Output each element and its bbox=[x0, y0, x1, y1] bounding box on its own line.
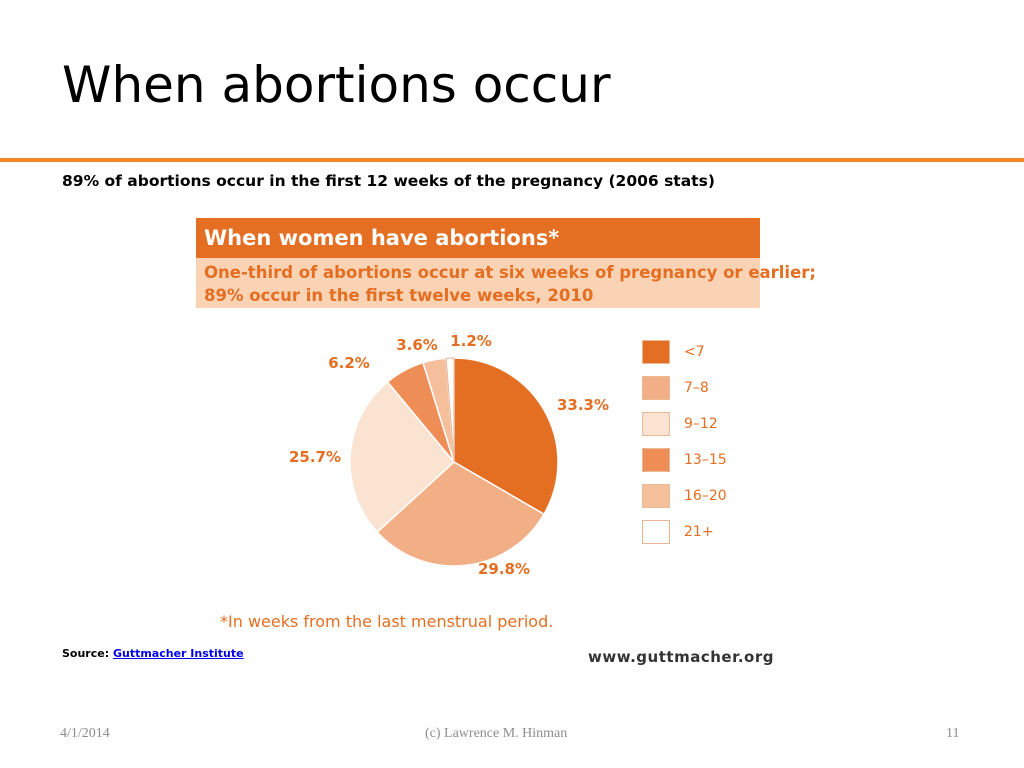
chart-footnote: *In weeks from the last menstrual period… bbox=[220, 612, 554, 631]
legend-label: 13–15 bbox=[684, 452, 727, 468]
legend-swatch bbox=[642, 520, 670, 544]
legend-item: 21+ bbox=[642, 520, 752, 550]
legend-item: <7 bbox=[642, 340, 752, 370]
legend-label: 16–20 bbox=[684, 488, 727, 504]
source-link[interactable]: Guttmacher Institute bbox=[112, 647, 244, 660]
legend-swatch bbox=[642, 376, 670, 400]
footer-author: (c) Lawrence M. Hinman bbox=[425, 726, 568, 741]
source-label: Source: bbox=[62, 647, 110, 660]
legend-label: <7 bbox=[684, 344, 705, 360]
legend-item: 7–8 bbox=[642, 376, 752, 406]
legend-item: 9–12 bbox=[642, 412, 752, 442]
legend-swatch bbox=[642, 484, 670, 508]
pie-data-label: 29.8% bbox=[478, 560, 530, 578]
pie-data-label: 33.3% bbox=[557, 396, 609, 414]
source-citation: Source: Guttmacher Institute bbox=[62, 647, 244, 660]
pie-data-label: 6.2% bbox=[328, 354, 370, 372]
legend-label: 7–8 bbox=[684, 380, 709, 396]
legend-swatch bbox=[642, 412, 670, 436]
legend-label: 21+ bbox=[684, 524, 714, 540]
footer-date: 4/1/2014 bbox=[60, 726, 110, 741]
chart-subtitle-line-1: One-third of abortions occur at six week… bbox=[204, 263, 817, 282]
legend-item: 13–15 bbox=[642, 448, 752, 478]
legend-swatch bbox=[642, 340, 670, 364]
chart-title: When women have abortions* bbox=[196, 218, 760, 258]
pie-data-label: 1.2% bbox=[450, 332, 492, 350]
pie-slice bbox=[349, 380, 456, 534]
footer-page-number: 11 bbox=[946, 726, 960, 741]
legend-swatch bbox=[642, 448, 670, 472]
slide-subtitle: 89% of abortions occur in the first 12 w… bbox=[62, 172, 715, 190]
chart-subtitle-line-2: 89% occur in the first twelve weeks, 201… bbox=[204, 286, 594, 305]
pie-slice bbox=[445, 357, 455, 463]
legend-item: 16–20 bbox=[642, 484, 752, 514]
title-divider bbox=[0, 158, 1024, 162]
pie-slice bbox=[453, 357, 559, 516]
pie-chart: 33.3% 29.8% 25.7% 6.2% 3.6% 1.2% bbox=[289, 332, 609, 578]
legend-label: 9–12 bbox=[684, 416, 718, 432]
pie-slice bbox=[376, 461, 545, 567]
chart-subtitle: One-third of abortions occur at six week… bbox=[196, 258, 817, 308]
abortion-timing-figure: When women have abortions* One-third of … bbox=[196, 216, 817, 672]
pie-data-label: 25.7% bbox=[289, 448, 341, 466]
pie-data-label: 3.6% bbox=[396, 336, 438, 354]
website-credit: www.guttmacher.org bbox=[588, 648, 774, 666]
slide-title: When abortions occur bbox=[62, 56, 611, 114]
